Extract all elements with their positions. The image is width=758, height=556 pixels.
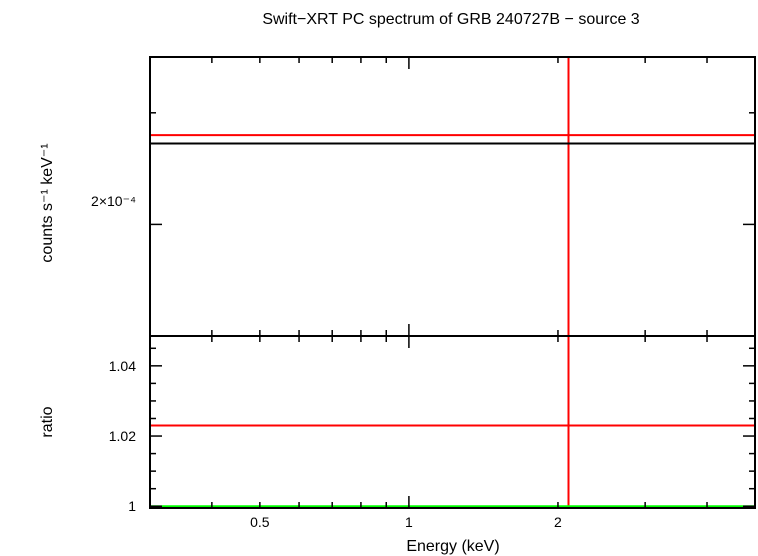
- x-axis-label: Energy (keV): [406, 538, 499, 555]
- x-tick-label: 0.5: [250, 514, 270, 530]
- ratio-y-tick-label: 1.04: [109, 358, 136, 374]
- ratio-y-axis-label: ratio: [39, 406, 56, 437]
- ratio-panel-frame: [149, 335, 756, 509]
- spectrum-panel: 2×10⁻⁴ counts s⁻¹ keV⁻¹: [39, 56, 756, 337]
- spectrum-y-tick-label: 2×10⁻⁴: [91, 193, 136, 209]
- spectrum-panel-frame: [149, 56, 756, 337]
- ratio-panel: 0.5 1 2 1 1.02 1.04 ratio Energy (keV): [39, 335, 756, 555]
- ratio-y-tick-label: 1: [128, 498, 136, 514]
- spectrum-y-axis-label: counts s⁻¹ keV⁻¹: [39, 143, 56, 262]
- chart-title: Swift−XRT PC spectrum of GRB 240727B − s…: [262, 11, 639, 28]
- x-tick-label: 2: [554, 514, 562, 530]
- ratio-y-tick-label: 1.02: [109, 428, 136, 444]
- x-tick-label: 1: [405, 514, 413, 530]
